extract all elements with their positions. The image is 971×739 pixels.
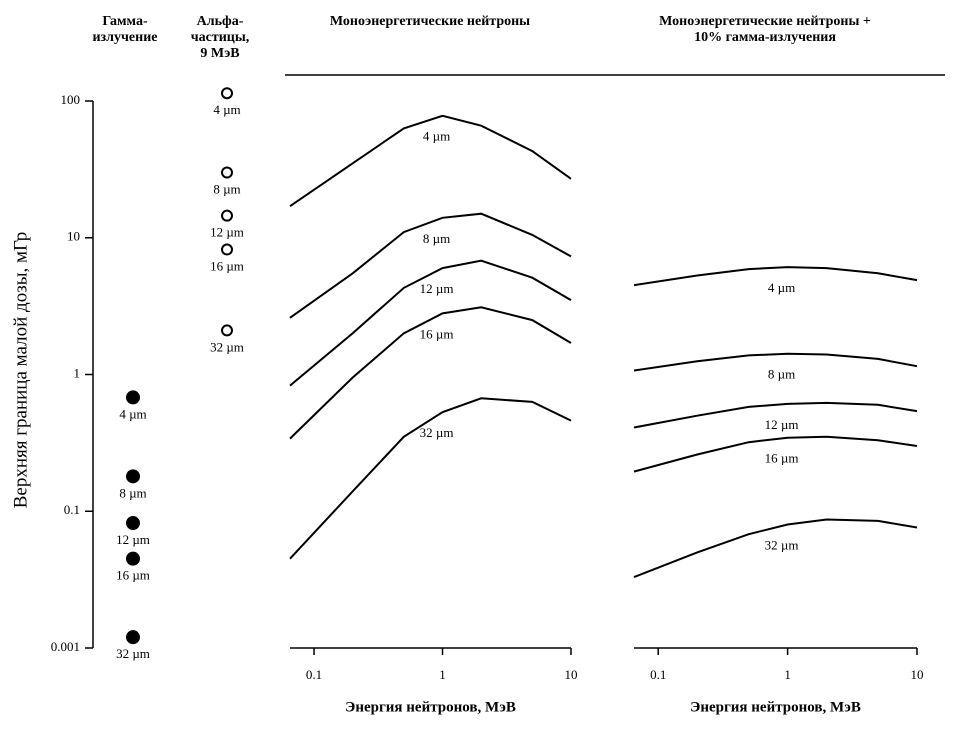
curve-label: 32 µm [420,425,454,440]
x-tick-label: 10 [911,667,924,682]
curve-label: 4 µm [423,129,450,144]
point [221,243,233,256]
point-label: 4 µm [213,102,240,117]
panel-header: Альфа- [197,14,244,29]
point [126,390,140,405]
curve-label: 32 µm [765,537,799,552]
curve [633,352,918,372]
curve-label: 4 µm [768,280,795,295]
curve [289,397,572,560]
y-tick-label: 100 [61,92,81,107]
curve [289,212,572,319]
point-label: 8 µm [213,181,240,196]
point [126,469,140,484]
point-label: 32 µm [210,339,244,354]
y-tick-label: 10 [67,229,80,244]
point [221,209,233,222]
point-label: 12 µm [116,532,150,547]
point [126,516,140,531]
point [221,324,233,337]
point [126,551,140,566]
curve-label: 12 µm [765,417,799,432]
x-tick-label: 10 [565,667,578,682]
curve-label: 8 µm [768,367,795,382]
panel-header: Моноэнергетические нейтроны [330,14,530,29]
curve-label: 16 µm [420,326,454,341]
point-label: 16 µm [116,568,150,583]
point [221,87,233,100]
x-axis-label: Энергия нейтронов, МэВ [345,699,516,715]
curve [289,306,572,440]
point-label: 32 µm [116,646,150,661]
x-tick-label: 1 [784,667,791,682]
point [126,630,140,645]
curve [289,259,572,387]
y-axis-label: Верхняя граница малой дозы, мГр [10,232,31,509]
curve-label: 8 µm [423,231,450,246]
panel-header: 9 МэВ [200,46,239,61]
curve [633,518,918,579]
curve [633,266,918,287]
point-label: 4 µm [119,406,146,421]
x-tick-label: 1 [439,667,446,682]
x-axis-label: Энергия нейтронов, МэВ [690,699,861,715]
panel-header: Моноэнергетические нейтроны + [659,14,871,29]
point [221,166,233,179]
panel-header: 10% гамма-излучения [694,30,836,45]
point-label: 12 µm [210,225,244,240]
point-label: 8 µm [119,485,146,500]
panel-header: Гамма- [102,14,148,29]
panel-header: частицы, [191,30,250,45]
curve [289,114,572,208]
panel-header: излучение [92,30,157,45]
x-tick-label: 0.1 [306,667,322,682]
y-tick-label: 0.001 [51,639,80,654]
curve-label: 12 µm [420,281,454,296]
x-tick-label: 0.1 [650,667,666,682]
y-tick-label: 1 [74,365,81,380]
curve [633,435,918,473]
point-label: 16 µm [210,259,244,274]
curve-label: 16 µm [765,451,799,466]
curve [633,401,918,429]
y-tick-label: 0.1 [64,502,80,517]
